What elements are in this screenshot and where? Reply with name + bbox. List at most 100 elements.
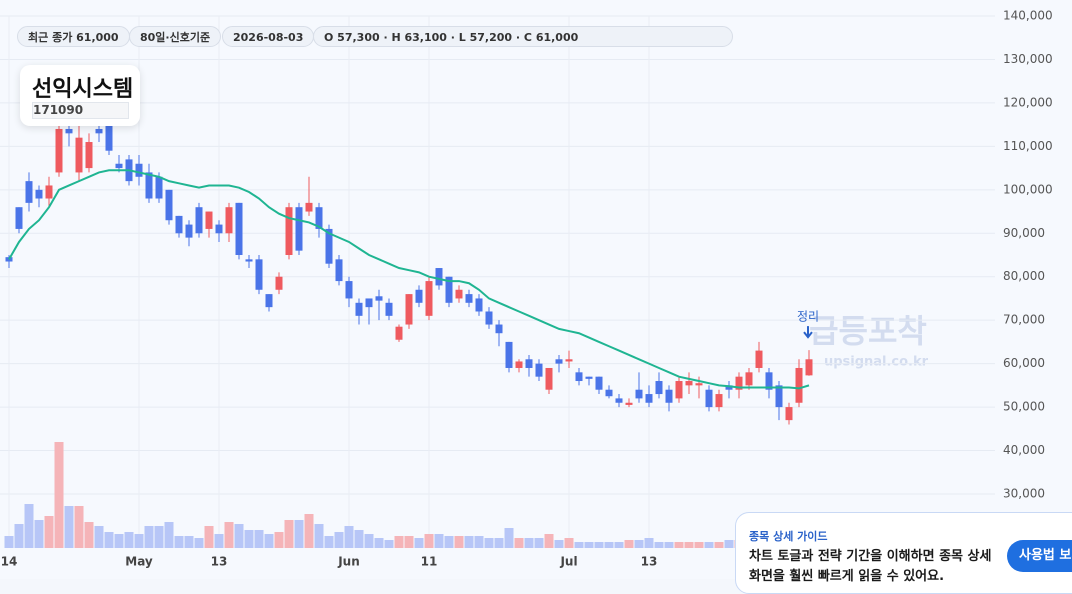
candle-body (285, 207, 293, 255)
page: 급등포착 upsignal.co.kr 30,000 40,000 50,000 60… (0, 8, 1072, 594)
candle-body (595, 376, 603, 390)
volume-bar (544, 534, 554, 548)
volume-bar (224, 522, 234, 548)
volume-bar (364, 534, 374, 548)
candle-body (85, 142, 93, 169)
candle-body (715, 394, 723, 408)
volume-bar (4, 536, 14, 548)
x-tick-label: Jul (559, 555, 577, 569)
volume-bar (94, 526, 104, 548)
volume-bar (554, 540, 564, 548)
volume-bar (534, 538, 544, 548)
candle-body (555, 359, 563, 364)
volume-bar (104, 532, 114, 548)
volume-bar (684, 542, 694, 548)
volume-bar (384, 540, 394, 548)
volume-bar (154, 526, 164, 548)
volume-bar (424, 534, 434, 548)
volume-bar (584, 542, 594, 548)
volume-bar (164, 522, 174, 548)
volume-bar (324, 536, 334, 548)
volume-bar (294, 520, 304, 548)
candle-body (145, 172, 153, 199)
candle-body (635, 389, 643, 399)
candle-body (75, 137, 83, 173)
volume-bar (214, 534, 224, 548)
chip: O 57,300 · H 63,100 · L 57,200 · C 61,00… (313, 26, 733, 47)
candle-body (25, 181, 33, 203)
candle-body (105, 111, 113, 151)
stock-code: 171090 (32, 102, 129, 119)
y-tick-label: 50,000 (1003, 400, 1045, 414)
candle-body (755, 350, 763, 368)
candle-body (455, 289, 463, 299)
volume-bar (434, 534, 444, 548)
candle-body (685, 381, 693, 386)
volume-bar (594, 542, 604, 548)
candle-body (645, 394, 653, 403)
candle-body (785, 407, 793, 421)
volume-bar (494, 538, 504, 548)
candle-body (275, 276, 283, 290)
candle-body (35, 189, 43, 199)
volume-bar (654, 542, 664, 548)
volume-bar (624, 540, 634, 548)
volume-bar (124, 532, 134, 548)
y-tick-label: 110,000 (1003, 139, 1053, 153)
candle-body (95, 128, 103, 134)
candle-body (265, 294, 273, 308)
volume-bar (254, 530, 264, 548)
candle-body (575, 372, 583, 382)
candle-body (175, 215, 183, 234)
volume-bar (704, 542, 714, 548)
volume-bar (634, 540, 644, 548)
candle-body (625, 402, 633, 405)
ma-line (8, 169, 810, 390)
volume-bar (414, 538, 424, 548)
volume-bar (404, 536, 414, 548)
x-tick-label: May (125, 555, 153, 569)
volume-bar (184, 536, 194, 548)
candle-body (365, 298, 373, 308)
volume-bar (264, 534, 274, 548)
chip: 80일·신호기준 (129, 26, 222, 47)
volume-bar (64, 506, 74, 548)
volume-bar (274, 532, 284, 548)
y-tick-label: 30,000 (1003, 487, 1045, 501)
guide-button[interactable]: 사용법 보기 (1007, 540, 1072, 572)
candle-body (515, 361, 523, 368)
volume-bar (134, 534, 144, 548)
volume-bar (174, 536, 184, 548)
candle-body (245, 259, 253, 262)
candle-body (195, 207, 203, 234)
y-tick-label: 90,000 (1003, 226, 1045, 240)
volume-bar (614, 542, 624, 548)
candle-body (45, 185, 53, 199)
guide-line: 차트 토글과 전략 기간을 이해하면 종목 상세 (749, 549, 992, 564)
candle-body (485, 311, 493, 325)
volume-bar (144, 526, 154, 548)
candle-body (665, 389, 673, 403)
candle-body (55, 128, 63, 173)
candle-body (435, 268, 443, 286)
volume-bar (474, 536, 484, 548)
chip: 2026-08-03 (222, 26, 315, 47)
stock-name: 선익시스템 (32, 77, 134, 102)
guide-line: 화면을 훨씬 빠르게 읽을 수 있어요. (749, 569, 945, 584)
candle-body (505, 341, 513, 368)
volume-bar (204, 526, 214, 548)
volume-bar (14, 524, 24, 548)
guide-popup: 종목 상세 가이드 차트 토글과 전략 기간을 이해하면 종목 상세 화면을 훨… (735, 512, 1072, 594)
candle-body (215, 224, 223, 234)
watermark-title: 급등포착 (809, 312, 927, 350)
volume-bar (74, 506, 84, 548)
volume-bar (694, 542, 704, 548)
candle-body (405, 294, 413, 325)
volume-bar (504, 528, 514, 548)
volume-bar (344, 526, 354, 548)
y-tick-label: 130,000 (1003, 52, 1053, 66)
candle-body (165, 189, 173, 221)
volume-bar (84, 522, 94, 548)
candle-body (605, 389, 613, 397)
volume-bar (674, 542, 684, 548)
